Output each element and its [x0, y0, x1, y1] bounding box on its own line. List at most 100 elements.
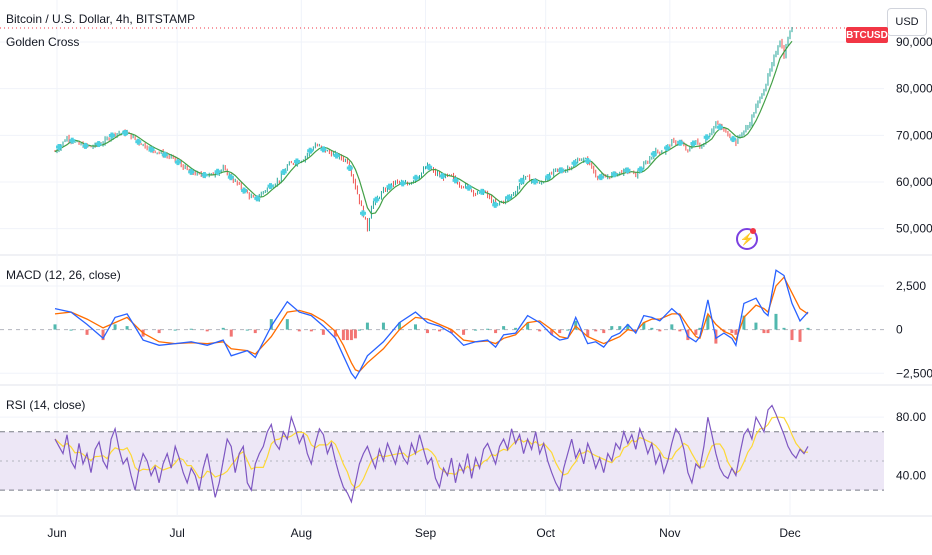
grid-layer: [0, 0, 932, 517]
cross-marker: [426, 164, 433, 171]
macd-histogram-bar: [790, 329, 794, 341]
cross-marker: [584, 158, 591, 164]
macd-histogram-bar: [694, 329, 698, 335]
cross-marker-v: [480, 188, 484, 195]
macd-histogram-bar: [353, 329, 357, 339]
x-tick-label: Dec: [779, 526, 800, 540]
macd-histogram-bar: [297, 329, 301, 332]
y-tick-label: 80.00: [896, 410, 926, 424]
macd-histogram-bar: [253, 329, 257, 334]
macd-line: [54, 269, 809, 380]
macd-histogram-bar: [85, 329, 89, 335]
macd-histogram-bar: [173, 329, 177, 331]
macd-histogram-bar: [566, 329, 570, 331]
macd-histogram-bar: [397, 322, 401, 330]
x-tick-label: Sep: [415, 526, 437, 540]
cross-marker-v: [546, 173, 550, 180]
macd-histogram-bar: [113, 324, 117, 330]
macd-histogram-bar: [125, 326, 129, 330]
x-tick-label: Oct: [536, 526, 555, 540]
cross-marker: [56, 144, 63, 150]
cross-marker-v: [467, 184, 471, 191]
macd-histogram-bar: [462, 329, 466, 335]
macd-histogram-bar: [558, 329, 562, 334]
series-layer: [53, 40, 810, 504]
cross-marker-v: [242, 187, 246, 194]
macd-histogram-bar: [221, 327, 225, 330]
cross-marker: [545, 173, 552, 180]
x-tick-label: Aug: [291, 526, 312, 540]
cross-marker-v: [308, 147, 312, 154]
macd-histogram-bar: [101, 329, 105, 341]
cross-marker-v: [136, 138, 140, 145]
cross-marker: [518, 177, 525, 184]
macd-histogram-bar: [53, 324, 57, 330]
macd-histogram-bar: [69, 329, 73, 331]
cross-marker-v: [110, 132, 114, 139]
macd-histogram-bar: [365, 322, 369, 330]
cross-marker-v: [427, 164, 431, 171]
macd-histogram-bar: [806, 327, 810, 330]
cross-marker-v: [348, 165, 352, 171]
cross-marker: [412, 174, 419, 181]
cross-marker-v: [705, 134, 709, 141]
cross-marker-v: [83, 142, 87, 149]
cross-marker-v: [70, 137, 74, 144]
macd-histogram-bar: [333, 329, 337, 337]
macd-histogram-bar: [658, 329, 662, 332]
chart-title: Bitcoin / U.S. Dollar, 4h, BITSTAMP: [6, 12, 196, 26]
cross-marker-v: [691, 140, 695, 147]
cross-marker-v: [678, 139, 682, 146]
macd-histogram-bar: [349, 329, 353, 341]
macd-histogram-bar: [754, 322, 758, 330]
cross-marker-v: [533, 178, 537, 185]
y-tick-label: 2,500: [896, 279, 926, 293]
macd-histogram-bar: [766, 329, 770, 334]
cross-marker: [386, 183, 393, 190]
cross-marker-v: [150, 146, 154, 153]
y-tick-label: 70,000: [896, 128, 932, 142]
cross-marker: [122, 130, 129, 136]
macd-histogram-bar: [742, 315, 746, 330]
cross-marker-v: [123, 130, 127, 136]
macd-histogram-bar: [502, 326, 506, 330]
y-tick-label: −2,500: [896, 366, 932, 380]
macd-histogram-bar: [642, 322, 646, 330]
cross-marker-v: [57, 144, 61, 150]
cross-marker: [558, 167, 565, 174]
macd-histogram-bar: [245, 329, 249, 331]
lightning-alert-icon[interactable]: ⚡: [736, 228, 758, 250]
cross-marker-v: [216, 168, 220, 175]
macd-histogram-bar: [774, 313, 778, 330]
cross-marker: [360, 210, 367, 217]
macd-histogram-bar: [706, 315, 710, 330]
cross-marker: [505, 194, 512, 201]
cross-marker-v: [189, 168, 193, 175]
cross-marker-v: [718, 124, 722, 131]
cross-marker-v: [625, 167, 629, 174]
macd-histogram-bar: [734, 329, 738, 335]
cross-marker: [452, 177, 459, 184]
cross-marker-v: [573, 160, 577, 167]
x-tick-label: Jun: [47, 526, 66, 540]
macd-histogram-bar: [550, 329, 554, 335]
currency-button[interactable]: USD: [887, 8, 927, 36]
cross-marker-v: [559, 167, 563, 174]
cross-marker: [716, 124, 723, 131]
macd-histogram-bar: [782, 327, 786, 330]
macd-histogram-bar: [345, 329, 349, 341]
cross-marker-v: [163, 151, 167, 158]
cross-marker: [307, 147, 314, 154]
macd-histogram-bar: [670, 324, 674, 330]
cross-marker: [465, 184, 472, 191]
macd-histogram-bar: [229, 329, 233, 337]
cross-marker-v: [268, 183, 272, 190]
cross-marker: [135, 138, 142, 145]
cross-marker: [346, 165, 353, 171]
cross-marker-v: [401, 180, 405, 187]
cross-marker: [280, 168, 287, 175]
y-tick-label: 60,000: [896, 175, 932, 189]
y-tick-label: 90,000: [896, 35, 932, 49]
